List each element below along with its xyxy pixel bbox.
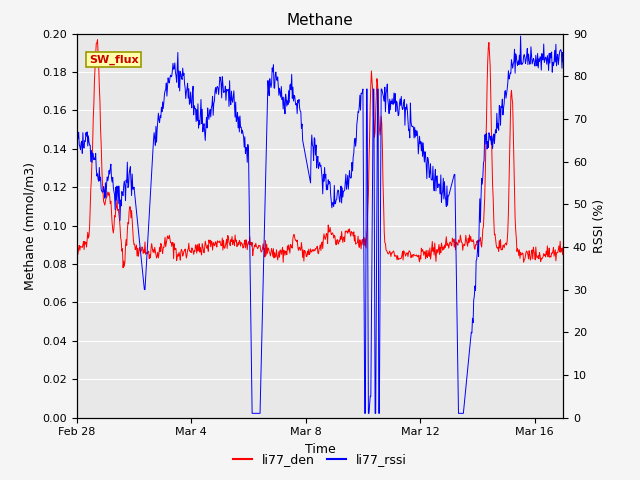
Legend: li77_den, li77_rssi: li77_den, li77_rssi — [228, 448, 412, 471]
Y-axis label: RSSI (%): RSSI (%) — [593, 199, 605, 252]
Title: Methane: Methane — [287, 13, 353, 28]
Y-axis label: Methane (mmol/m3): Methane (mmol/m3) — [24, 162, 36, 289]
Text: SW_flux: SW_flux — [89, 54, 139, 65]
X-axis label: Time: Time — [305, 443, 335, 456]
